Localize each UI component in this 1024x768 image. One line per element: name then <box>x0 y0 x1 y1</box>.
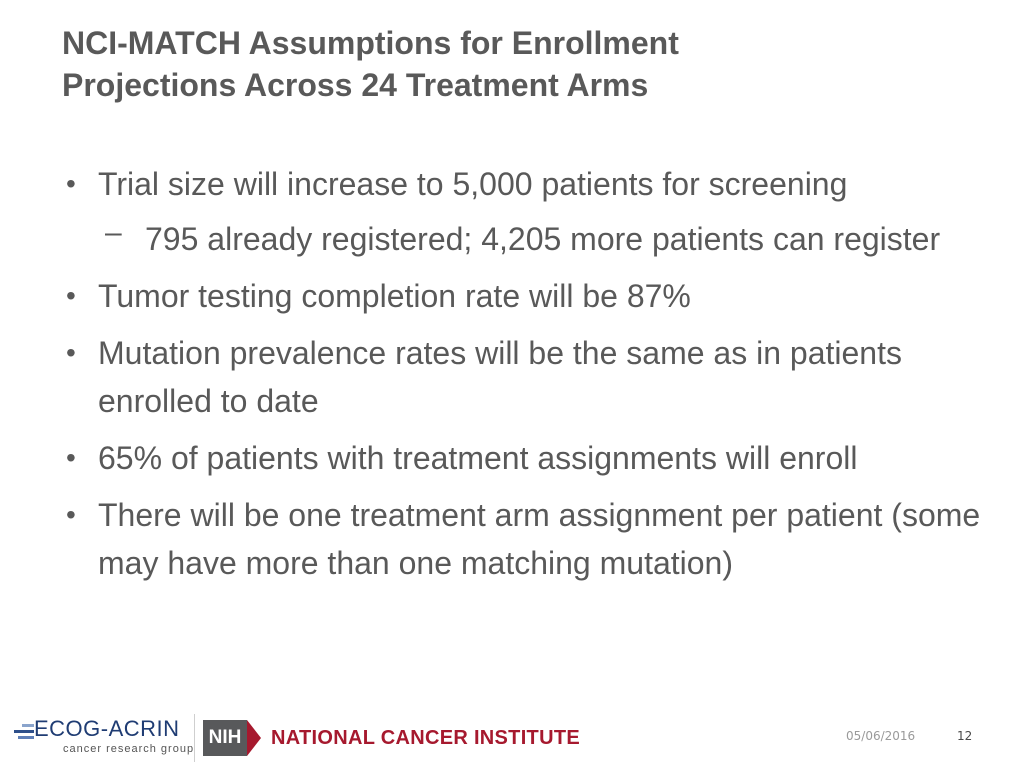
bullet-item: • 65% of patients with treatment assignm… <box>66 434 986 482</box>
bullet-item: • Mutation prevalence rates will be the … <box>66 329 986 425</box>
bullet-text: Trial size will increase to 5,000 patien… <box>98 166 848 202</box>
bullet-text: 65% of patients with treatment assignmen… <box>98 440 858 476</box>
footer-divider <box>194 714 195 762</box>
bullet-list: • Trial size will increase to 5,000 pati… <box>66 160 986 596</box>
slide-title-line-2: Projections Across 24 Treatment Arms <box>62 67 649 103</box>
dash-marker: – <box>105 216 122 249</box>
bullet-marker: • <box>66 499 76 530</box>
ecog-stripes-icon <box>14 724 34 740</box>
nih-arrow-icon <box>247 720 261 756</box>
ecog-logo-name: ECOG-ACRIN <box>34 716 180 741</box>
slide-date: 05/06/2016 <box>846 729 916 743</box>
bullet-marker: • <box>66 337 76 368</box>
bullet-item: • Trial size will increase to 5,000 pati… <box>66 160 986 208</box>
nci-name: NATIONAL CANCER INSTITUTE <box>271 727 580 749</box>
slide-title-line-1: NCI-MATCH Assumptions for Enrollment <box>62 25 679 61</box>
bullet-item: • Tumor testing completion rate will be … <box>66 272 986 320</box>
sub-bullet-item: – 795 already registered; 4,205 more pat… <box>66 215 986 263</box>
bullet-text: Mutation prevalence rates will be the sa… <box>98 335 902 419</box>
ecog-logo-subtitle: cancer research group <box>63 743 195 755</box>
bullet-item: • There will be one treatment arm assign… <box>66 491 986 587</box>
bullet-text: Tumor testing completion rate will be 87… <box>98 278 691 314</box>
bullet-text: There will be one treatment arm assignme… <box>98 497 981 581</box>
bullet-marker: • <box>66 442 76 473</box>
ecog-acrin-logo: ECOG-ACRIN cancer research group <box>14 716 193 758</box>
nih-logo: NIH <box>203 720 263 756</box>
bullet-marker: • <box>66 168 76 199</box>
slide-title: NCI-MATCH Assumptions for Enrollment Pro… <box>62 22 962 106</box>
page-number: 12 <box>957 729 973 743</box>
nih-logo-text: NIH <box>203 720 247 756</box>
sub-bullet-text: 795 already registered; 4,205 more patie… <box>145 221 941 257</box>
bullet-marker: • <box>66 280 76 311</box>
